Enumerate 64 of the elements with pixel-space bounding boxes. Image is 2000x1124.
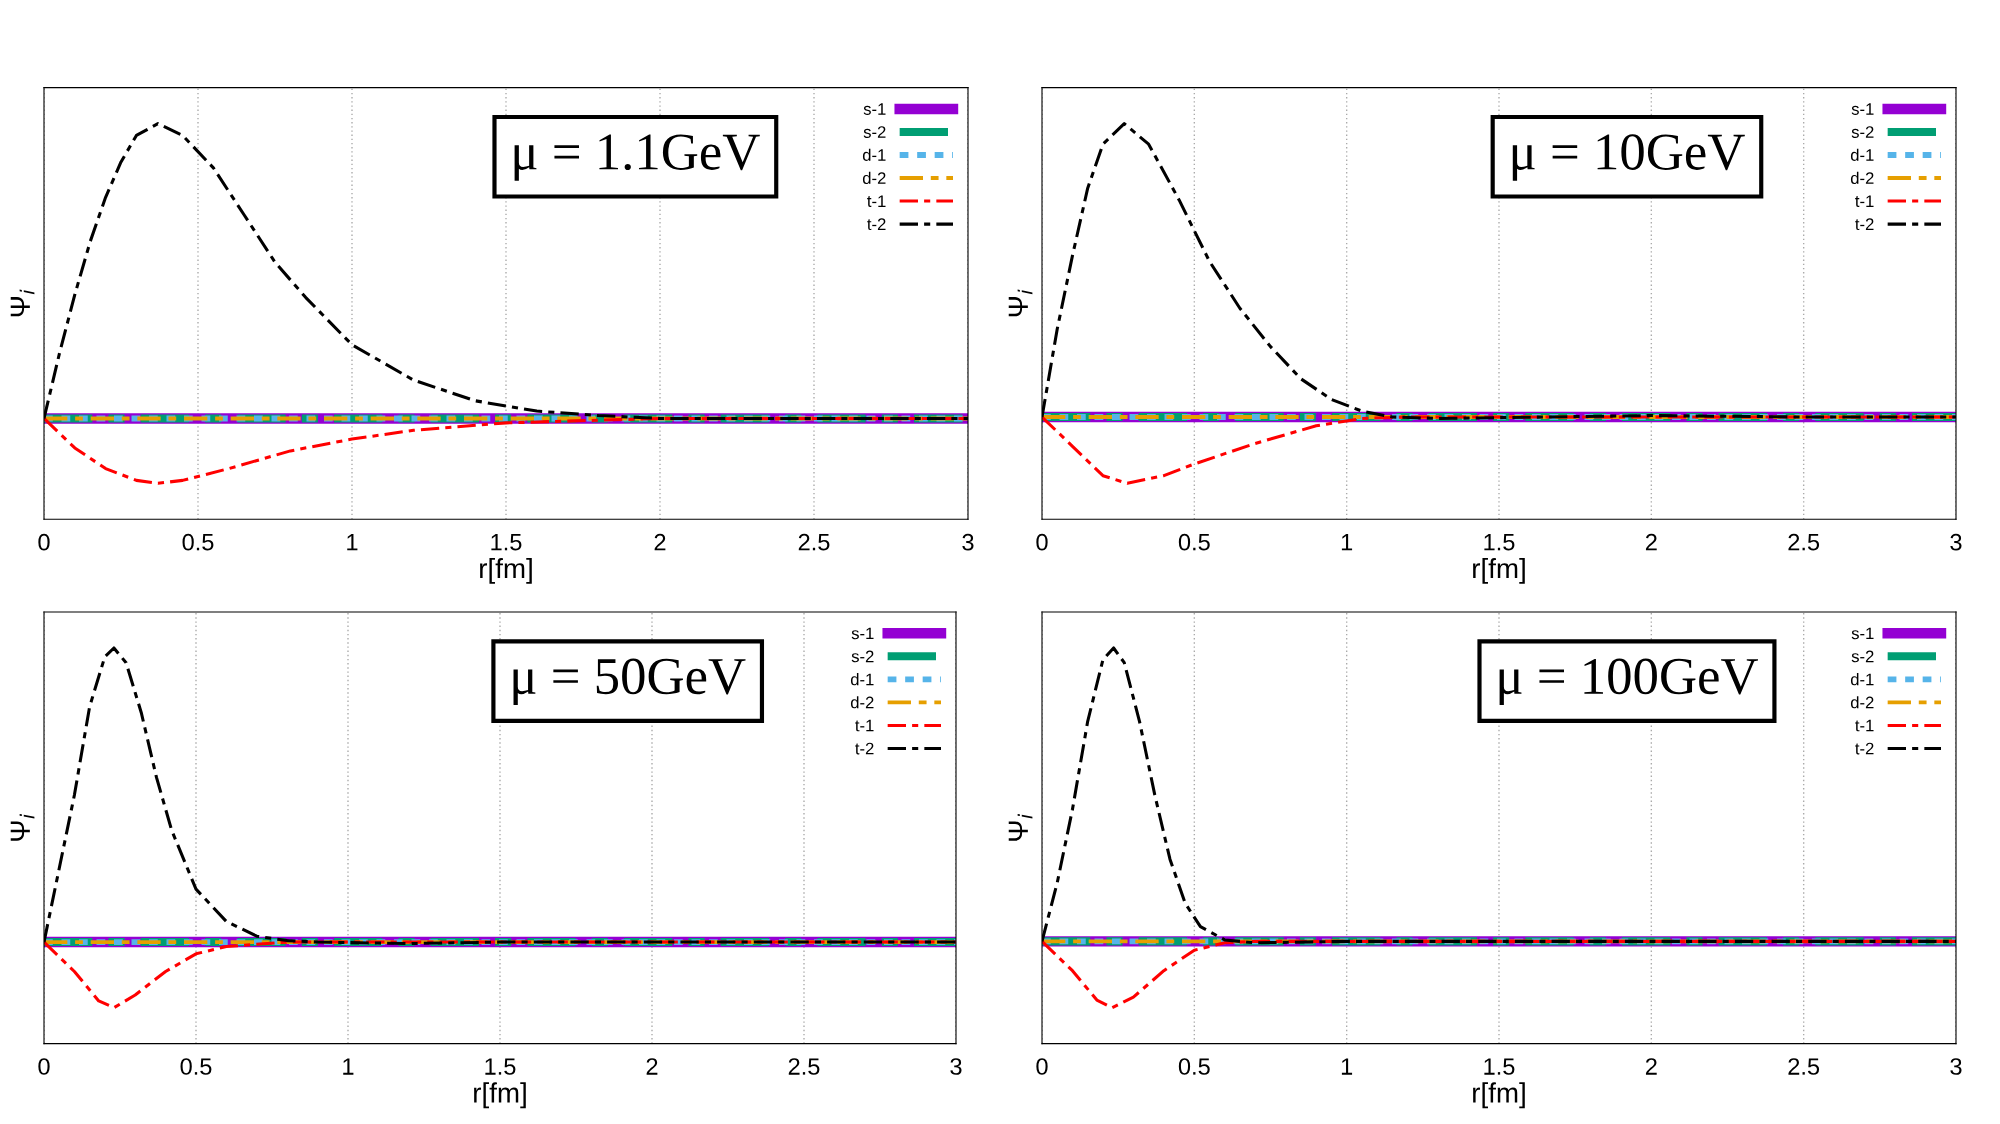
y-axis-title: Ψ$_{i}$ [10, 289, 35, 317]
x-tick-label: 2.5 [798, 533, 830, 551]
x-tick-label: 1 [347, 534, 358, 551]
annotation: μ = 100GeV [1499, 658, 1758, 706]
legend-label: d-1 [862, 148, 886, 161]
x-tick-label: 2.5 [1788, 1058, 1820, 1075]
legend-label: s-2 [851, 650, 874, 663]
legend-label: d-1 [850, 673, 874, 686]
x-tick-label: 2.5 [1788, 533, 1820, 551]
x-tick-label: 0.5 [182, 533, 214, 551]
legend-label: d-2 [850, 696, 874, 709]
x-axis-title: r[fm] [1473, 1082, 1525, 1109]
x-tick-label: 0 [1036, 533, 1048, 551]
y-axis-title: Ψ$_{i}$ [1008, 289, 1033, 317]
legend-label: d-1 [1850, 148, 1874, 161]
x-tick-label: 1 [343, 1058, 354, 1075]
legend-label: t-2 [1855, 742, 1874, 755]
x-tick-label: 0.5 [180, 1058, 212, 1075]
legend-label: d-2 [862, 171, 886, 185]
x-tick-label: 3 [1950, 1058, 1962, 1075]
legend-label: s-2 [863, 126, 886, 138]
x-tick-label: 1.5 [485, 1058, 516, 1075]
legend-label: s-1 [1851, 627, 1874, 640]
x-tick-label: 3 [962, 533, 974, 551]
legend-label: d-2 [1850, 171, 1874, 185]
legend-label: t-1 [867, 195, 886, 208]
x-tick-label: 0 [38, 533, 50, 551]
legend-label: s-1 [863, 103, 886, 115]
legend-label: d-1 [1850, 673, 1874, 686]
x-tick-label: 1.5 [491, 534, 522, 551]
x-tick-label: 0 [38, 1058, 50, 1075]
legend-label: s-2 [1851, 650, 1874, 663]
x-tick-label: 2 [646, 1058, 658, 1075]
legend-label: s-1 [1851, 103, 1874, 115]
legend-label: t-1 [855, 719, 874, 732]
y-axis-title: Ψ$_{i}$ [1008, 813, 1033, 841]
x-tick-label: 2 [654, 533, 666, 551]
annotation: μ = 1.1GeV [514, 134, 760, 181]
x-tick-label: 0.5 [1178, 533, 1210, 551]
annotation: μ = 50GeV [513, 658, 746, 706]
x-axis-title: r[fm] [1473, 557, 1525, 584]
x-tick-label: 3 [950, 1058, 962, 1075]
legend-label: s-2 [1851, 126, 1874, 138]
annotation: μ = 10GeV [1512, 134, 1745, 181]
x-axis-title: r[fm] [474, 1082, 526, 1109]
x-tick-label: 1 [1341, 1058, 1353, 1075]
x-tick-label: 0.5 [1178, 1058, 1210, 1075]
legend-label: t-1 [1855, 719, 1874, 732]
legend-label: d-2 [1850, 696, 1874, 709]
legend-label: t-2 [1855, 218, 1874, 231]
x-tick-label: 2 [1645, 533, 1657, 551]
x-tick-label: 1.5 [1484, 1058, 1515, 1075]
legend-label: s-1 [851, 627, 874, 640]
x-tick-label: 3 [1950, 533, 1962, 551]
x-axis-title: r[fm] [480, 557, 532, 584]
legend-label: t-2 [855, 742, 874, 755]
x-tick-label: 1.5 [1484, 534, 1515, 551]
x-tick-label: 2 [1645, 1058, 1657, 1075]
x-tick-label: 2.5 [788, 1058, 820, 1075]
x-tick-label: 1 [1341, 534, 1353, 551]
legend-label: t-2 [867, 218, 886, 231]
x-tick-label: 0 [1036, 1058, 1048, 1075]
y-axis-title: Ψ$_{i}$ [10, 813, 35, 841]
legend-label: t-1 [1855, 195, 1874, 208]
